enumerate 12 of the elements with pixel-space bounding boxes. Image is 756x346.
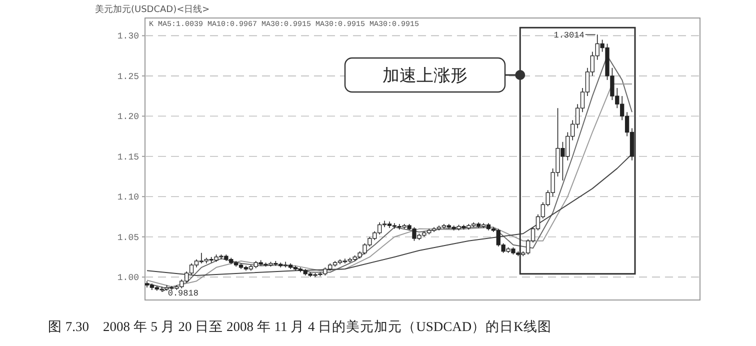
y-tick-label: 1.15 (117, 152, 139, 162)
caption: 图 7.30 2008 年 5 月 20 日至 2008 年 11 月 4 日的美元加元（USDCAD）的日K线图 (48, 319, 552, 334)
y-tick-label: 1.05 (117, 232, 139, 243)
annotation: 0.9818 (168, 288, 198, 299)
annotation: 1.3014 (554, 30, 584, 41)
y-tick-label: 1.30 (117, 32, 139, 42)
y-tick-label: 1.10 (117, 192, 139, 203)
y-tick-label: 1.20 (117, 112, 139, 122)
y-tick-label: 1.25 (117, 72, 139, 82)
annotation: 加速上涨形 (382, 66, 468, 85)
chart-title: 美元加元(USDCAD)<日线> (95, 4, 210, 15)
y-tick-label: 1.00 (117, 273, 139, 284)
